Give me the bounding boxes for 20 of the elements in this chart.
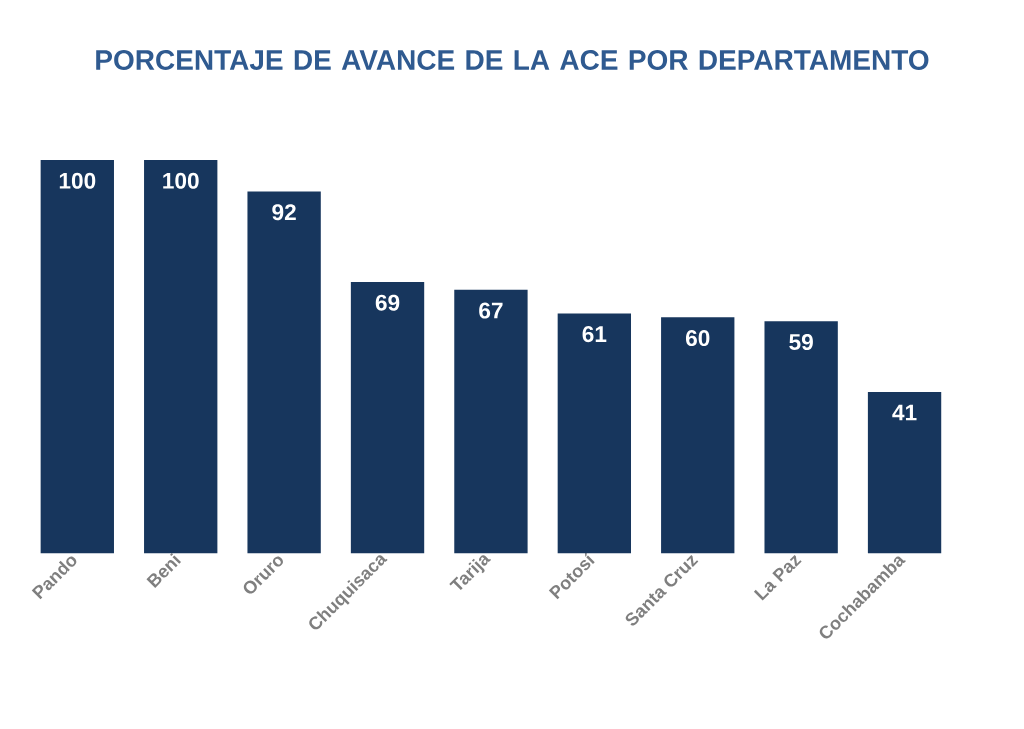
bar	[454, 289, 528, 554]
bar	[764, 321, 838, 554]
bar	[247, 191, 321, 554]
data-label: 100	[163, 172, 199, 189]
data-label: 67	[479, 302, 503, 319]
data-label: 41	[892, 404, 917, 421]
chart-title: PORCENTAJE DE AVANCE DE LA ACE POR DEPARTAMENTO	[96, 49, 929, 70]
data-label: 100	[59, 172, 96, 189]
bar	[867, 391, 942, 554]
data-label: 61	[582, 325, 607, 343]
data-label: 92	[272, 204, 296, 221]
data-label: 59	[789, 333, 813, 350]
bar	[350, 281, 425, 554]
data-label: 60	[685, 329, 710, 346]
bar	[661, 317, 735, 554]
bar	[144, 159, 218, 554]
bar	[557, 313, 632, 554]
bar	[40, 159, 114, 554]
x-tick-label: La Paz	[753, 554, 802, 601]
data-label: 69	[375, 294, 400, 311]
